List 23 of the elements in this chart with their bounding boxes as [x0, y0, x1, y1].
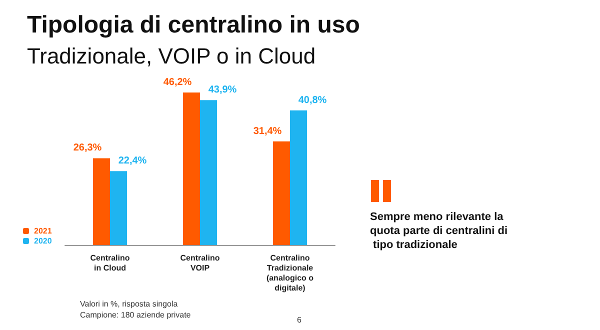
- data-label: 40,8%: [298, 94, 327, 106]
- chart-title: Tipologia di centralino in uso: [27, 12, 360, 38]
- legend-label: 2020: [34, 236, 52, 246]
- bar: [200, 100, 217, 245]
- bar: [93, 158, 110, 245]
- data-label: 43,9%: [208, 84, 237, 96]
- data-label: 46,2%: [163, 77, 192, 88]
- text: Sempre meno rilevante la quota parte di centralini di tipo tradizionale: [370, 211, 508, 251]
- legend-label: 2021: [34, 226, 52, 236]
- bar: [110, 171, 127, 245]
- data-label: 26,3%: [73, 142, 102, 154]
- text: Campione: 180 aziende private: [80, 310, 192, 320]
- x-tick-label: Centralino Tradizionale (analogico o digitale): [266, 254, 314, 292]
- bar: [290, 110, 307, 245]
- chart-subtitle: Tradizionale, VOIP o in Cloud: [27, 44, 316, 68]
- text: 6: [297, 316, 302, 324]
- bar: [183, 92, 200, 245]
- text: Valori in %, risposta singola: [80, 300, 178, 308]
- data-label: 22,4%: [118, 156, 147, 167]
- data-label: 31,4%: [253, 126, 282, 137]
- x-tick-label: Centralino in Cloud: [90, 254, 130, 272]
- x-tick-label: Centralino VOIP: [180, 254, 220, 272]
- bar: [273, 141, 290, 245]
